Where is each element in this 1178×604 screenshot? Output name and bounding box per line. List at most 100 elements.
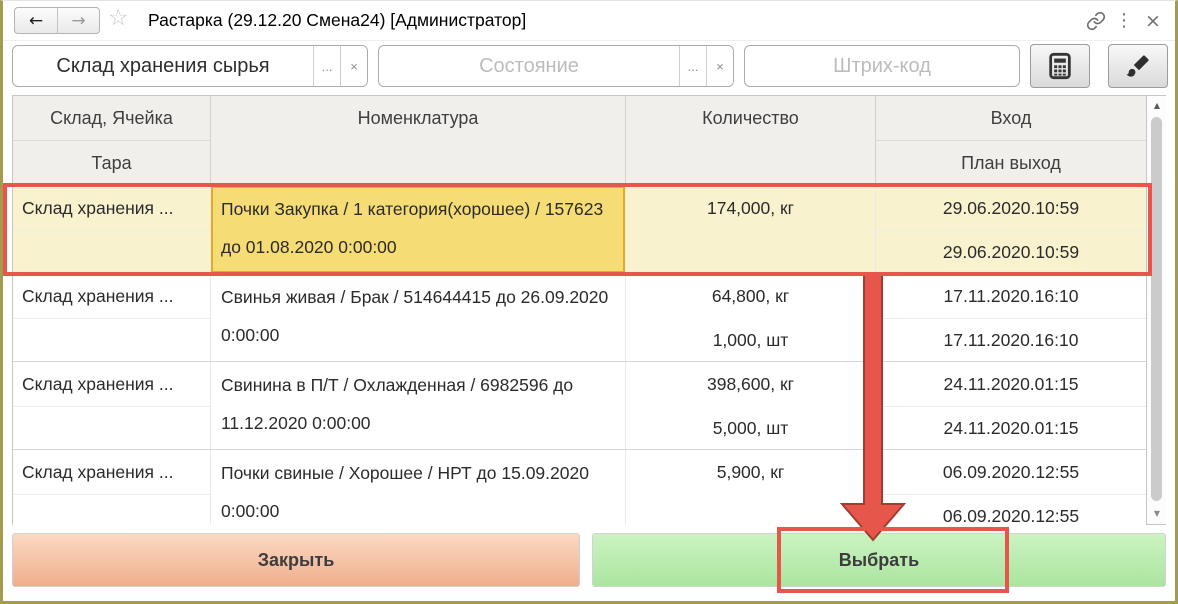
header-nomenclature-spacer	[211, 141, 626, 186]
cell-nomenclature[interactable]: Свинина в П/Т / Охлажденная / 6982596 до…	[211, 362, 626, 449]
header-warehouse-label: Склад, Ячейка	[50, 107, 173, 128]
cell-nomenclature[interactable]: Свинья живая / Брак / 514644415 до 26.09…	[211, 274, 626, 361]
favorite-star-icon[interactable]: ☆	[108, 5, 129, 31]
row-subdivider	[13, 318, 210, 319]
cell-quantity[interactable]: 5,900, кг	[626, 450, 876, 525]
plan-date: 24.11.2020.01:15	[943, 418, 1079, 438]
close-window-icon[interactable]: ×	[1145, 9, 1161, 32]
cell-dates[interactable]: 17.11.2020.16:10 17.11.2020.16:10	[876, 274, 1146, 361]
header-warehouse-cell[interactable]: Склад, Ячейка	[13, 96, 211, 141]
quantity-main: 64,800, кг	[711, 286, 790, 306]
input-date: 24.11.2020.01:15	[943, 374, 1079, 394]
calculator-button[interactable]	[1030, 44, 1090, 88]
state-filter-more-button[interactable]: ...	[679, 46, 706, 86]
row-subdivider	[876, 230, 1146, 231]
table-row-selected[interactable]: Склад хранения ... Почки Закупка / 1 кат…	[13, 186, 1146, 274]
nomenclature-text: Свинья живая / Брак / 514644415 до 26.09…	[221, 287, 609, 345]
table-row[interactable]: Склад хранения ... Почки свиные / Хороше…	[13, 450, 1146, 525]
cell-warehouse[interactable]: Склад хранения ...	[13, 186, 211, 273]
input-date: 17.11.2020.16:10	[943, 286, 1079, 306]
scrollbar-thumb[interactable]	[1151, 117, 1162, 501]
input-date: 29.06.2020.10:59	[942, 198, 1080, 218]
cell-quantity[interactable]: 398,600, кг 5,000, шт	[626, 362, 876, 449]
link-icon[interactable]	[1082, 0, 1110, 41]
cell-quantity[interactable]: 174,000, кг	[626, 186, 876, 273]
cell-quantity[interactable]: 64,800, кг 1,000, шт	[626, 274, 876, 361]
cell-nomenclature[interactable]: Почки свиные / Хорошее / НРТ до 15.09.20…	[211, 450, 626, 525]
header-quantity-label: Количество	[702, 108, 799, 128]
cell-warehouse[interactable]: Склад хранения ...	[13, 450, 211, 525]
warehouse-filter-field[interactable]: Склад хранения сырья ... ×	[12, 45, 368, 87]
quantity-alt: 5,000, шт	[712, 418, 789, 438]
plan-date: 06.09.2020.12:55	[942, 506, 1080, 525]
title-bar: ← → ☆ Растарка (29.12.20 Смена24) [Админ…	[0, 0, 1178, 41]
brush-button[interactable]	[1108, 44, 1168, 88]
barcode-placeholder: Штрих-код	[833, 54, 931, 77]
nomenclature-text: Почки Закупка / 1 категория(хорошее) / 1…	[221, 199, 604, 257]
nav-button-group: ← →	[14, 7, 100, 34]
row-subdivider	[13, 406, 210, 407]
state-filter-placeholder: Состояние	[479, 54, 579, 77]
warehouse-text: Склад хранения ...	[22, 374, 174, 394]
cell-warehouse[interactable]: Склад хранения ...	[13, 274, 211, 361]
header-plan-output-label: План выход	[961, 153, 1061, 173]
quantity-alt: 1,000, шт	[712, 330, 789, 350]
window-title: Растарка (29.12.20 Смена24) [Администрат…	[148, 10, 527, 30]
stock-table: Склад, Ячейка Тара Номенклатура Количест…	[12, 95, 1166, 525]
row-subdivider	[876, 494, 1146, 495]
vertical-scrollbar[interactable]: ▲ ▼	[1146, 96, 1166, 524]
barcode-input[interactable]: Штрих-код	[744, 45, 1020, 87]
table-body: Склад хранения ... Почки Закупка / 1 кат…	[13, 186, 1146, 525]
cell-dates[interactable]: 24.11.2020.01:15 24.11.2020.01:15	[876, 362, 1146, 449]
select-button-label: Выбрать	[838, 549, 920, 570]
brush-icon	[1126, 55, 1149, 77]
input-date: 06.09.2020.12:55	[942, 462, 1080, 482]
header-quantity-spacer	[626, 141, 876, 186]
header-nomenclature-label: Номенклатура	[357, 108, 479, 128]
header-plan-output[interactable]: План выход	[876, 141, 1146, 186]
link-icon-glyph	[1086, 11, 1106, 30]
nomenclature-text: Свинина в П/Т / Охлажденная / 6982596 до…	[221, 375, 574, 433]
warehouse-filter-clear-button[interactable]: ×	[340, 46, 367, 86]
row-subdivider	[13, 494, 210, 495]
header-tara[interactable]: Тара	[13, 141, 211, 186]
table-row[interactable]: Склад хранения ... Свинина в П/Т / Охлаж…	[13, 362, 1146, 450]
plan-date: 17.11.2020.16:10	[943, 330, 1079, 350]
quantity-main: 398,600, кг	[706, 374, 795, 394]
scroll-up-icon[interactable]: ▲	[1153, 101, 1161, 110]
state-filter-clear-button[interactable]: ×	[706, 46, 733, 86]
warehouse-text: Склад хранения ...	[22, 286, 174, 306]
warehouse-filter-value: Склад хранения сырья	[56, 54, 270, 77]
calculator-icon	[1049, 52, 1071, 80]
warehouse-filter-more-button[interactable]: ...	[313, 46, 340, 86]
nomenclature-text: Почки свиные / Хорошее / НРТ до 15.09.20…	[221, 463, 589, 521]
header-quantity[interactable]: Количество	[626, 96, 876, 141]
cell-warehouse[interactable]: Склад хранения ...	[13, 362, 211, 449]
header-input[interactable]: Вход	[876, 96, 1146, 141]
scroll-down-icon[interactable]: ▼	[1153, 509, 1161, 518]
cell-dates[interactable]: 06.09.2020.12:55 06.09.2020.12:55	[876, 450, 1146, 525]
quantity-alt	[626, 230, 875, 274]
back-button[interactable]: ←	[15, 8, 57, 33]
table-row[interactable]: Склад хранения ... Свинья живая / Брак /…	[13, 274, 1146, 362]
header-nomenclature[interactable]: Номенклатура	[211, 96, 626, 141]
warehouse-text: Склад хранения ...	[22, 462, 174, 482]
state-filter-field[interactable]: Состояние ... ×	[378, 45, 734, 87]
close-button-label: Закрыть	[257, 549, 335, 570]
header-input-label: Вход	[990, 107, 1032, 128]
row-subdivider	[876, 318, 1146, 319]
header-tara-label: Тара	[91, 153, 132, 173]
back-arrow-icon: ←	[28, 10, 44, 31]
row-subdivider	[13, 230, 210, 231]
close-button[interactable]: Закрыть	[12, 533, 580, 587]
table-header: Склад, Ячейка Тара Номенклатура Количест…	[13, 96, 1146, 186]
quantity-alt	[626, 494, 875, 525]
cell-nomenclature-selected[interactable]: Почки Закупка / 1 категория(хорошее) / 1…	[211, 186, 626, 273]
forward-button[interactable]: →	[57, 8, 99, 33]
select-button[interactable]: Выбрать	[592, 533, 1166, 587]
row-subdivider	[876, 406, 1146, 407]
warehouse-text: Склад хранения ...	[22, 198, 174, 218]
quantity-main: 174,000, кг	[706, 198, 795, 218]
more-menu-icon[interactable]: ⋮	[1115, 10, 1133, 31]
cell-dates[interactable]: 29.06.2020.10:59 29.06.2020.10:59	[876, 186, 1146, 273]
